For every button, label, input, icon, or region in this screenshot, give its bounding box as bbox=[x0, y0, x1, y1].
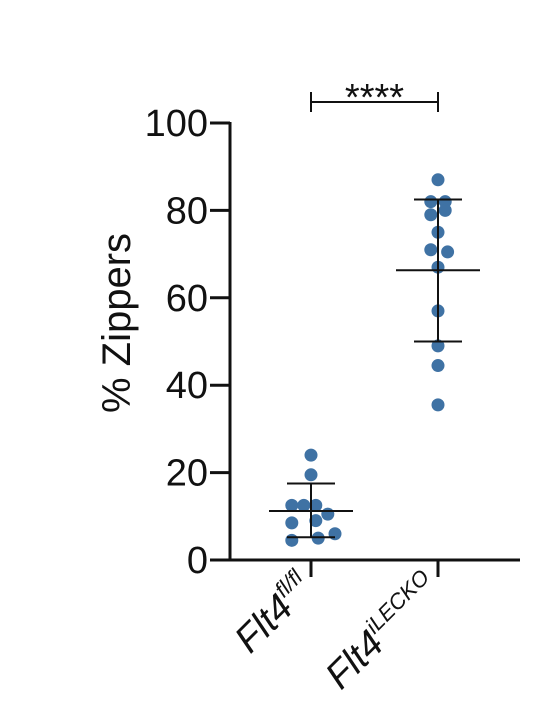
data-point-1-10 bbox=[431, 339, 445, 353]
data-point-0-8 bbox=[328, 527, 342, 541]
data-point-1-11 bbox=[431, 359, 445, 373]
data-point-0-6 bbox=[285, 516, 299, 530]
data-point-0-0 bbox=[304, 448, 318, 462]
x-tick-label-1: Flt4iLECKO bbox=[316, 565, 449, 698]
data-point-1-12 bbox=[431, 398, 445, 412]
category-superscript-1: iLECKO bbox=[360, 565, 434, 639]
data-point-0-5 bbox=[321, 507, 335, 521]
y-axis-title: % Zippers bbox=[95, 233, 139, 413]
y-tick-label-20: 20 bbox=[166, 453, 208, 495]
data-point-0-4 bbox=[309, 498, 323, 512]
data-point-1-6 bbox=[424, 243, 438, 257]
data-point-0-7 bbox=[309, 514, 323, 528]
y-tick-label-80: 80 bbox=[166, 190, 208, 232]
x-tick-label-0: Flt4fl/fl bbox=[225, 564, 322, 661]
data-point-1-7 bbox=[441, 245, 455, 259]
data-point-0-2 bbox=[285, 498, 299, 512]
y-tick-label-100: 100 bbox=[145, 103, 208, 145]
data-point-0-3 bbox=[297, 498, 311, 512]
data-point-0-1 bbox=[304, 468, 318, 482]
chart-marks: **** bbox=[269, 77, 480, 547]
data-point-1-4 bbox=[438, 203, 452, 217]
data-point-0-9 bbox=[285, 533, 299, 547]
significance-label: **** bbox=[345, 77, 404, 119]
data-point-1-3 bbox=[424, 208, 438, 222]
data-point-1-1 bbox=[424, 195, 438, 209]
y-tick-label-60: 60 bbox=[166, 278, 208, 320]
y-tick-label-0: 0 bbox=[187, 540, 208, 582]
y-tick-label-40: 40 bbox=[166, 365, 208, 407]
data-point-1-0 bbox=[431, 173, 445, 187]
